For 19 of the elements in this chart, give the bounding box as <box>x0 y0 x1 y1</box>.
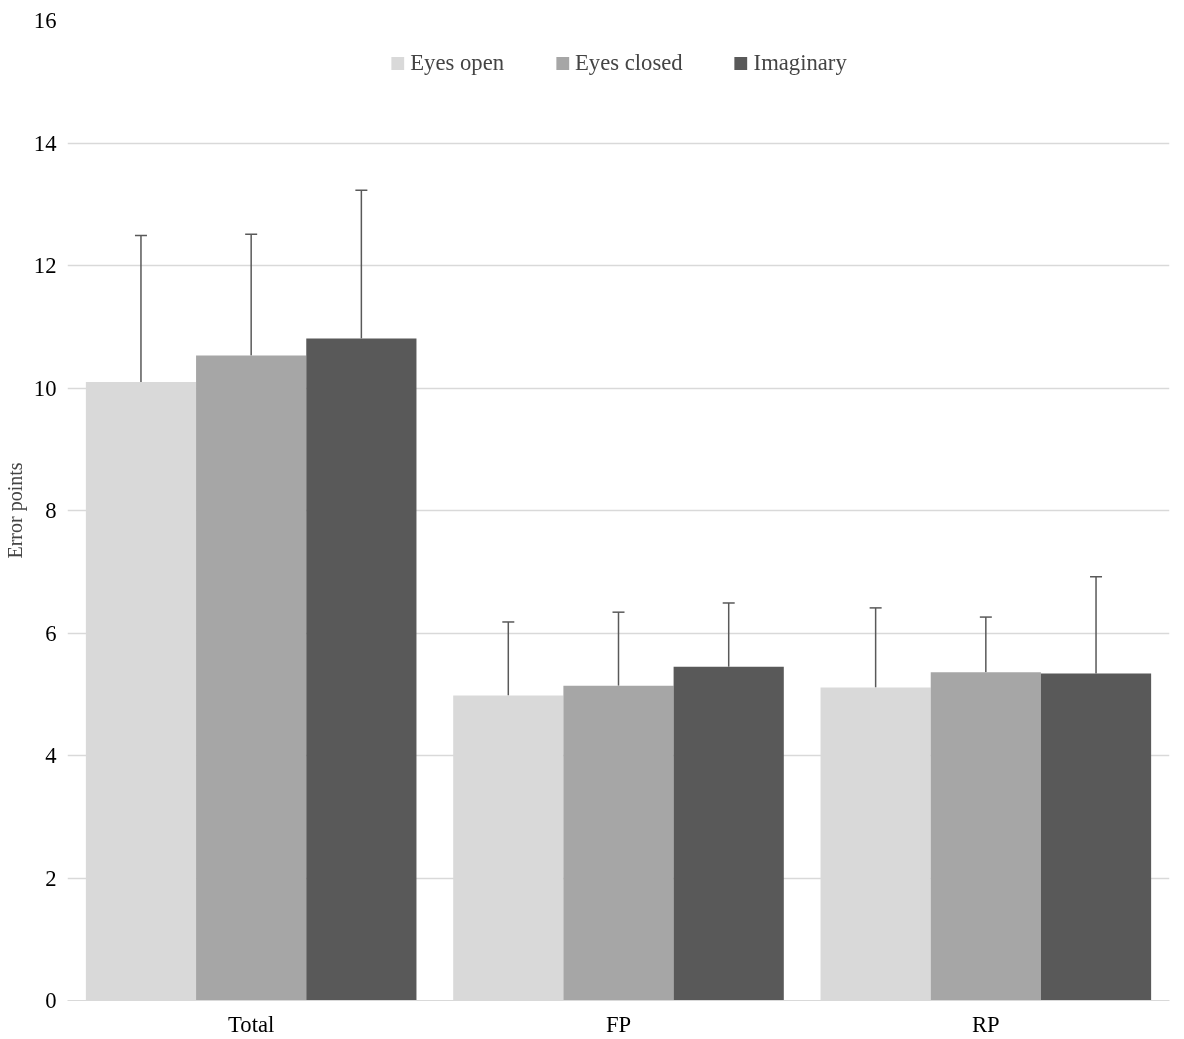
y-tick-label: 10 <box>33 375 57 401</box>
x-tick-label: FP <box>605 1011 632 1037</box>
y-tick-label: 12 <box>33 253 57 278</box>
y-tick-label: 16 <box>33 8 57 33</box>
bar <box>930 672 1041 1001</box>
y-tick-label: 8 <box>45 498 57 523</box>
legend-label: Eyes closed <box>575 50 683 76</box>
y-tick-label: 2 <box>45 865 57 891</box>
bar <box>196 355 307 1001</box>
y-tick-label: 0 <box>45 988 57 1013</box>
legend-label: Eyes open <box>410 50 505 76</box>
x-tick-label: RP <box>971 1011 1000 1037</box>
x-tick-label: Total <box>228 1011 275 1037</box>
y-axis-title: Error points <box>3 462 27 559</box>
legend-label: Imaginary <box>753 50 847 76</box>
y-tick-label: 4 <box>45 743 57 768</box>
y-tick-label: 14 <box>33 130 57 156</box>
y-tick-label: 6 <box>45 620 57 646</box>
bar <box>563 685 674 1001</box>
